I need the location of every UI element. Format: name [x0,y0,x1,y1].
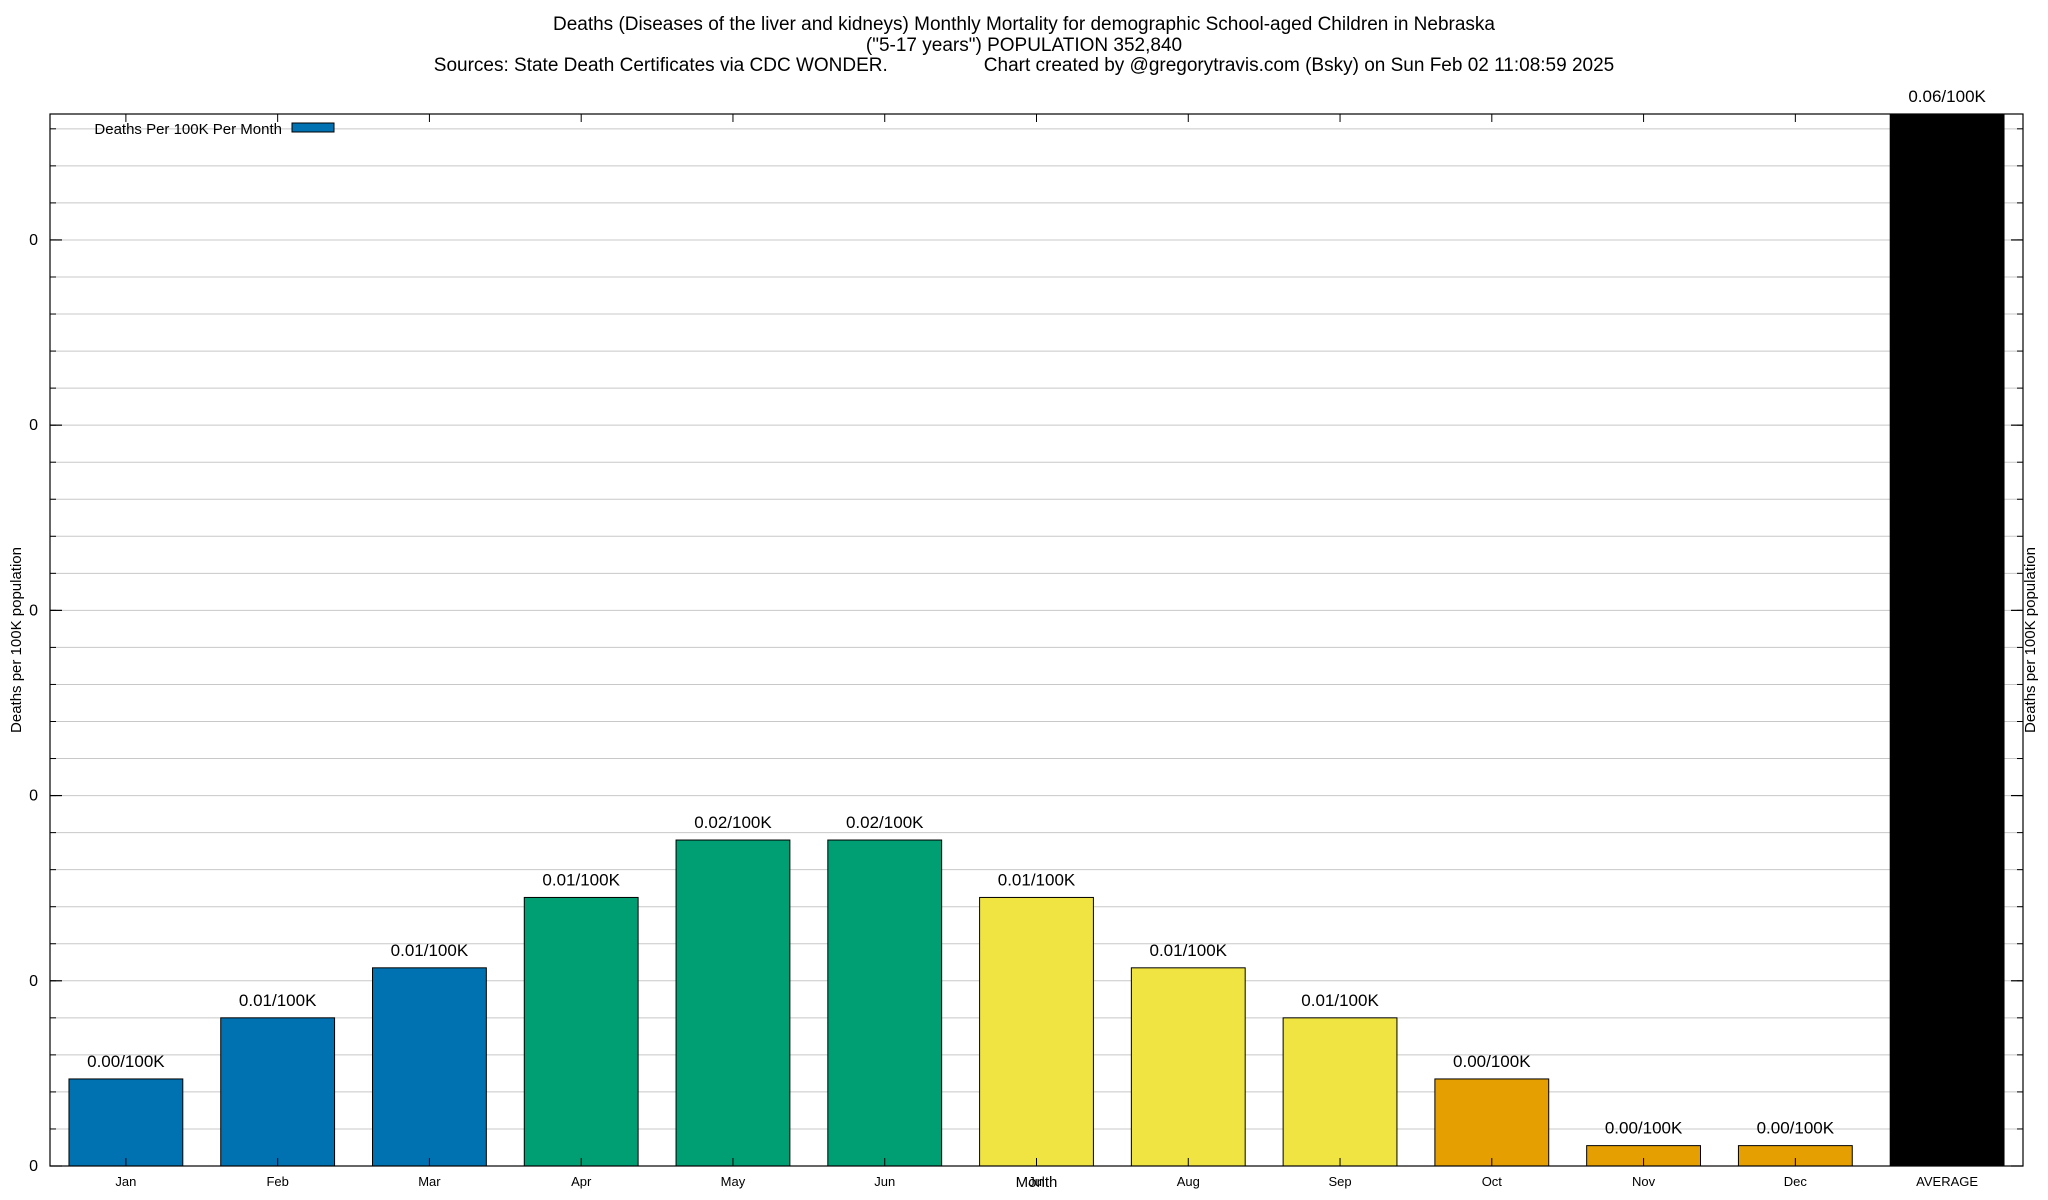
value-label: 0.01/100K [1301,991,1379,1010]
x-tick-label: Nov [1632,1174,1656,1189]
y-tick-label: 0 [29,417,38,434]
bar-average [1889,113,2005,1167]
value-label: 0.01/100K [542,870,620,889]
x-tick-label: AVERAGE [1916,1174,1978,1189]
y-tick-label: 0 [29,973,38,990]
y-tick-label: 0 [29,232,38,249]
value-label: 0.00/100K [87,1052,165,1071]
value-label: 0.01/100K [391,941,469,960]
credit-text: Chart created by @gregorytravis.com (Bsk… [983,55,1615,76]
y-tick-label: 0 [29,1158,38,1175]
legend-swatch [291,122,335,133]
bars [68,113,2005,1167]
x-tick-label: Jul [1028,1174,1045,1189]
x-tick-label: Dec [1784,1174,1808,1189]
y-axis-label-left: Deaths per 100K population [8,547,25,733]
y-tick-label: 0 [29,788,38,805]
x-tick-label: Oct [1482,1174,1503,1189]
y-axis-label-right: Deaths per 100K population [2022,547,2039,733]
bar-apr [523,896,639,1167]
x-axis-label: Month [1016,1174,1058,1191]
plot-frame [49,113,2024,1167]
bar-jul [979,896,1094,1167]
value-label: 0.06/100K [1908,87,1986,106]
x-tick-label: Aug [1177,1174,1200,1189]
bar-mar [372,967,487,1167]
bar-jun [827,839,943,1167]
bar-feb [220,1017,336,1167]
legend: Deaths Per 100K Per Month [94,121,335,138]
legend-label: Deaths Per 100K Per Month [94,121,282,138]
sources-text: Sources: State Death Certificates via CD… [433,55,888,76]
bar-oct [1434,1078,1550,1167]
x-tick-label: Jan [115,1174,136,1189]
x-tick-label: Sep [1328,1174,1351,1189]
x-tick-label: Jun [874,1174,895,1189]
chart-subtitle: ("5-17 years") POPULATION 352,840 [865,35,1183,56]
chart-title: Deaths (Diseases of the liver and kidney… [552,14,1495,35]
value-label: 0.00/100K [1757,1119,1835,1138]
axis-ticks: 0 0 0 0 0 0 Jan Feb Mar Apr May Jun Jul Aug Sep Oct Nov D… [29,114,2023,1189]
bar-may [675,839,791,1167]
value-label: 0.01/100K [239,991,317,1010]
value-label: 0.00/100K [1453,1052,1531,1071]
value-label: 0.02/100K [846,813,924,832]
value-label: 0.02/100K [694,813,772,832]
chart-source-line: Sources: State Death Certificates via CD… [0,55,2048,76]
x-tick-label: Feb [266,1174,288,1189]
value-label: 0.01/100K [998,870,1076,889]
value-label: 0.01/100K [1150,941,1228,960]
bar-jan [68,1078,184,1167]
x-tick-label: Mar [418,1174,441,1189]
x-tick-label: Apr [571,1174,592,1189]
value-labels: 0.00/100K 0.01/100K 0.01/100K 0.01/100K 0.02… [87,87,1986,1138]
y-tick-label: 0 [29,602,38,619]
bar-sep [1282,1017,1398,1167]
x-tick-label: May [721,1174,746,1189]
bar-aug [1130,967,1246,1167]
value-label: 0.00/100K [1605,1119,1683,1138]
